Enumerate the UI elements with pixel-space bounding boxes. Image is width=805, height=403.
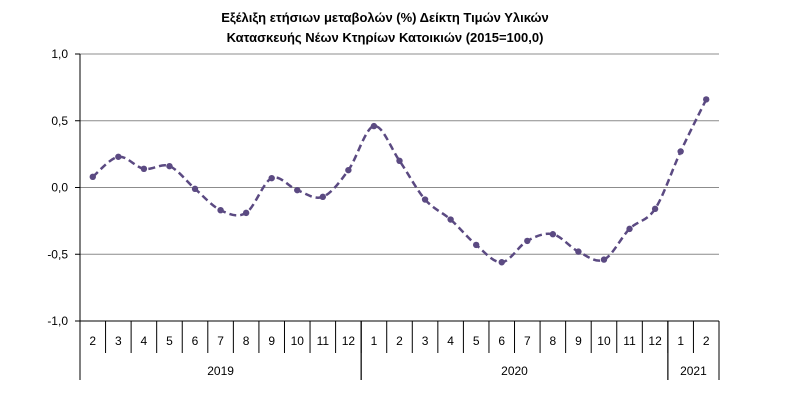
x-tick-label: 6 bbox=[192, 334, 199, 348]
data-point bbox=[140, 165, 148, 173]
data-point bbox=[115, 153, 122, 160]
x-tick-label: 12 bbox=[342, 334, 356, 348]
data-point bbox=[166, 162, 173, 170]
data-point bbox=[651, 205, 659, 213]
x-tick-label: 5 bbox=[473, 334, 480, 348]
data-point bbox=[498, 259, 505, 266]
series-group bbox=[89, 96, 710, 266]
data-point bbox=[677, 148, 684, 155]
x-category-labels: 2 3 4 5 6 7 8 9 10 11 12 1 2 3 4 5 6 7 8 9 10 11 12 1 2 bbox=[89, 334, 709, 348]
x-tick-label: 4 bbox=[447, 334, 454, 348]
data-point bbox=[703, 96, 710, 103]
axes bbox=[75, 53, 720, 380]
data-point bbox=[549, 231, 557, 238]
x-tick-label: 6 bbox=[498, 334, 505, 348]
y-tick-labels: 1,0 0,5 0,0 -0,5 -1,0 bbox=[47, 47, 68, 328]
x-tick-label: 12 bbox=[648, 334, 662, 348]
x-tick-label: 5 bbox=[166, 334, 173, 348]
y-tick-label: 0,0 bbox=[51, 181, 68, 195]
x-tick-label: 2 bbox=[89, 334, 96, 348]
series-line bbox=[91, 98, 708, 264]
data-point bbox=[575, 248, 582, 255]
x-tick-label: 1 bbox=[677, 334, 684, 348]
x-tick-label: 2 bbox=[703, 334, 710, 348]
chart-title: Εξέλιξη ετήσιων μεταβολών (%) Δείκτη Τιμ… bbox=[221, 10, 549, 25]
x-tick-label: 10 bbox=[597, 334, 611, 348]
data-point bbox=[524, 237, 531, 245]
x-tick-label: 7 bbox=[217, 334, 224, 348]
x-tick-label: 2 bbox=[396, 334, 403, 348]
data-point bbox=[345, 166, 352, 174]
year-label: 2020 bbox=[501, 364, 528, 378]
y-tick-label: 0,5 bbox=[51, 114, 68, 128]
data-point bbox=[242, 209, 250, 217]
data-point bbox=[191, 185, 199, 193]
x-tick-label: 8 bbox=[243, 334, 250, 348]
data-point bbox=[626, 225, 633, 233]
data-point bbox=[294, 186, 301, 194]
data-point bbox=[217, 206, 224, 214]
x-tick-label: 7 bbox=[524, 334, 531, 348]
x-tick-label: 9 bbox=[575, 334, 582, 348]
data-point bbox=[447, 216, 454, 223]
chart-subtitle: Κατασκευής Νέων Κτηρίων Κατοικιών (2015=… bbox=[227, 30, 544, 45]
x-tick-label: 9 bbox=[268, 334, 275, 348]
data-point bbox=[600, 256, 608, 263]
y-tick-label: -0,5 bbox=[47, 247, 68, 261]
x-tick-label: 10 bbox=[291, 334, 305, 348]
gridlines bbox=[80, 53, 719, 322]
x-tick-label: 11 bbox=[623, 334, 636, 348]
x-tick-label: 11 bbox=[317, 334, 330, 348]
data-point bbox=[370, 122, 378, 130]
data-point bbox=[319, 193, 327, 201]
year-label: 2019 bbox=[207, 364, 234, 378]
x-tick-label: 1 bbox=[371, 334, 378, 348]
x-tick-label: 8 bbox=[550, 334, 557, 348]
year-label: 2021 bbox=[680, 364, 707, 378]
x-tick-label: 4 bbox=[141, 334, 148, 348]
data-point bbox=[472, 241, 480, 249]
data-point bbox=[396, 157, 403, 164]
data-point bbox=[421, 196, 429, 203]
data-point bbox=[89, 173, 96, 181]
x-tick-label: 3 bbox=[422, 334, 429, 348]
x-tick-label: 3 bbox=[115, 334, 122, 348]
y-tick-label: 1,0 bbox=[51, 47, 68, 61]
year-labels: 2019 2020 2021 bbox=[207, 364, 707, 378]
data-point bbox=[268, 174, 275, 182]
y-tick-label: -1,0 bbox=[47, 314, 68, 328]
